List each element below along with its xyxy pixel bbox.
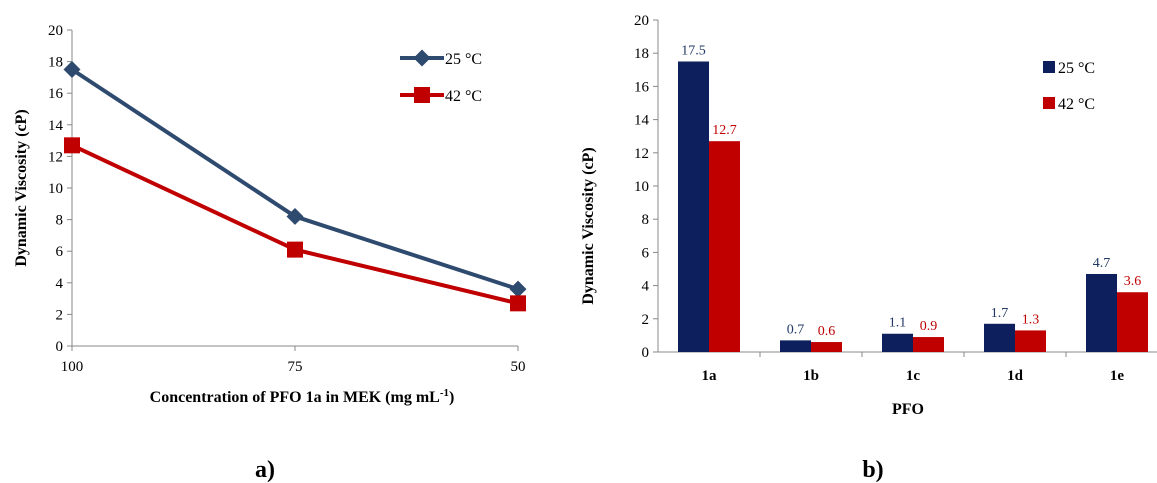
panel-label-a: a) (255, 457, 275, 483)
legend-swatch-42c (1043, 97, 1055, 109)
legend-item-42c: 42 °C (1043, 96, 1095, 113)
category-label: 1e (1110, 368, 1125, 384)
bar-1a-series-1 (709, 141, 740, 352)
y-tick-label: 12 (48, 149, 63, 165)
legend-label-25c: 25 °C (1058, 60, 1095, 77)
y-tick-label: 20 (634, 13, 649, 29)
legend-swatch-25c (1043, 61, 1055, 73)
y-tick-labels: 0 2 4 6 8 10 12 14 16 18 20 (634, 13, 658, 361)
y-tick-label: 6 (642, 245, 650, 261)
y-axis-title: Dynamic Viscosity (cP) (13, 109, 30, 266)
data-point-square (510, 295, 526, 312)
y-tick-label: 12 (634, 146, 649, 162)
category-labels: 1a 1b 1c 1d 1e (702, 352, 1125, 384)
data-point-diamond (63, 61, 81, 78)
data-label: 0.9 (920, 319, 938, 334)
panel-label-b: b) (862, 457, 883, 483)
data-label: 4.7 (1093, 256, 1111, 271)
legend: 25 °C 42 °C (400, 49, 482, 105)
data-label: 12.7 (712, 123, 737, 138)
category-label: 1c (906, 368, 921, 384)
bars (678, 61, 1148, 352)
y-tick-label: 10 (634, 179, 649, 195)
y-tick-label: 18 (48, 55, 63, 71)
y-tick-label: 14 (634, 113, 650, 129)
data-label: 1.7 (991, 306, 1009, 321)
legend: 25 °C 42 °C (1043, 60, 1095, 113)
data-label: 1.3 (1022, 312, 1040, 327)
y-tick-label: 8 (56, 213, 64, 229)
x-tick-labels: 100 75 50 (61, 346, 526, 375)
y-tick-label: 18 (634, 46, 649, 62)
y-tick-label: 0 (642, 345, 650, 361)
legend-square-marker (414, 87, 430, 103)
bar-chart-panel: 0 2 4 6 8 10 12 14 16 18 20 17.5 12.7 0.7 0.6 1.1 0.9 1.… (580, 13, 1157, 483)
legend-label-42c: 42 °C (1058, 96, 1095, 113)
y-tick-label: 10 (48, 181, 63, 197)
data-label: 17.5 (681, 44, 706, 59)
bar-1e-series-0 (1086, 273, 1117, 352)
legend-label-25c: 25 °C (445, 51, 482, 68)
y-tick-label: 6 (56, 244, 64, 260)
line-chart-panel: 0 2 4 6 8 10 12 14 16 18 20 100 75 50 Dynamic Viscos… (13, 23, 527, 483)
series-markers (63, 61, 527, 312)
x-tick-label: 75 (288, 359, 303, 375)
x-axis-title: Concentration of PFO 1a in MEK (mg mL-1) (150, 387, 455, 406)
category-label: 1b (803, 368, 819, 384)
category-label: 1a (702, 368, 718, 384)
legend-item-42c: 42 °C (400, 87, 482, 105)
category-label: 1d (1007, 368, 1024, 384)
y-tick-label: 16 (48, 86, 64, 102)
y-tick-label: 16 (634, 79, 650, 95)
bar-1b-series-0 (780, 340, 811, 352)
data-labels: 17.5 12.7 0.7 0.6 1.1 0.9 1.7 1.3 4.7 3.6 (681, 44, 1141, 340)
x-axis-title: PFO (892, 401, 924, 418)
y-tick-label: 20 (48, 23, 63, 39)
legend-label-42c: 42 °C (445, 88, 482, 105)
data-label: 3.6 (1124, 274, 1142, 289)
data-point-square (287, 241, 303, 258)
x-tick-label: 50 (511, 359, 526, 375)
y-tick-label: 2 (56, 307, 64, 323)
y-tick-label: 14 (48, 118, 64, 134)
y-tick-label: 4 (56, 276, 64, 292)
data-point-diamond (286, 207, 304, 225)
data-label: 1.1 (889, 316, 907, 331)
bar-1d-series-0 (984, 323, 1015, 352)
bar-1d-series-1 (1015, 330, 1046, 352)
y-tick-label: 8 (642, 212, 650, 228)
y-tick-label: 2 (642, 312, 650, 328)
data-point-diamond (509, 280, 527, 298)
bar-1a-series-0 (678, 61, 709, 352)
data-label: 0.6 (818, 324, 836, 339)
legend-item-25c: 25 °C (1043, 60, 1095, 77)
bar-1c-series-0 (882, 333, 913, 352)
data-label: 0.7 (787, 322, 805, 337)
legend-item-25c: 25 °C (400, 49, 482, 68)
y-tick-label: 0 (56, 339, 64, 355)
legend-diamond-marker (413, 49, 431, 67)
y-axis-title: Dynamic Viscosity (cP) (580, 147, 597, 304)
y-tick-labels: 0 2 4 6 8 10 12 14 16 18 20 (48, 23, 72, 355)
bar-1e-series-1 (1117, 292, 1148, 352)
data-point-square (64, 137, 80, 154)
bar-1c-series-1 (913, 337, 944, 352)
bar-1b-series-1 (811, 342, 842, 352)
x-tick-label: 100 (61, 359, 84, 375)
y-tick-label: 4 (642, 279, 650, 295)
